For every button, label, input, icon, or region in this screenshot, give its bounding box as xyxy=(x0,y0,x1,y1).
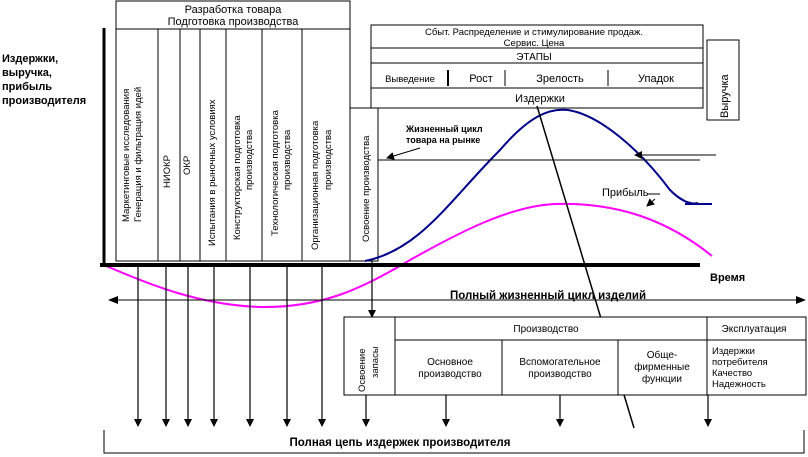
stage-maturity: Зрелость xyxy=(536,73,584,85)
corporate-functions-label-3: функции xyxy=(642,373,682,385)
main-production-label: Основное xyxy=(427,357,473,368)
corporate-functions-label: Обще- xyxy=(647,349,678,361)
left-axis-label: Издержки, выручка, прибыль производителя xyxy=(2,53,86,107)
exploitation-header: Эксплуатация xyxy=(722,324,787,335)
revenue-label: Выручка xyxy=(719,73,731,118)
column-design-prep: Конструкторская подготовка xyxy=(232,115,243,240)
full-cycle-label: Полный жизненный цикл изделий xyxy=(450,290,646,302)
development-subtitle: Подготовка производства xyxy=(168,16,300,28)
corporate-functions-label-2: фирменные xyxy=(634,361,690,373)
service-line: Сервис. Цена xyxy=(504,38,565,49)
development-box: Разработка товара Подготовка производств… xyxy=(115,0,351,262)
profit-label: Прибыль xyxy=(602,187,649,199)
main-production-label-2: производство xyxy=(418,369,482,380)
column-idea-generation: Генерация и фильтрация идей xyxy=(133,87,144,222)
aux-production-label: Вспомогательное xyxy=(519,357,601,368)
costs-label: Издержки xyxy=(515,93,565,105)
revenue-box: Выручка xyxy=(706,39,740,121)
column-okr: ОКР xyxy=(182,156,193,175)
mastering-box: Освоение производства xyxy=(349,107,379,262)
full-cost-chain-bracket xyxy=(103,430,805,454)
sales-line: Сбыт. Распределение и стимулирование про… xyxy=(425,27,643,38)
column-market-testing: Испытания в рыночных условиях xyxy=(207,99,218,246)
stages-title: ЭТАПЫ xyxy=(516,52,552,63)
production-header: Производство xyxy=(513,324,579,335)
time-label: Время xyxy=(710,272,745,284)
left-axis-label-line: прибыль xyxy=(2,81,52,93)
market-cycle-label: Жизненный цикл xyxy=(405,124,483,134)
reliability-label: Надежность xyxy=(712,379,766,390)
cost-arrows xyxy=(134,261,712,427)
consumer-costs-label: Издержки xyxy=(712,346,755,357)
column-rnd: НИОКР xyxy=(162,155,173,188)
mastering-stocks-label-2: запасы xyxy=(370,346,381,378)
mastering-stocks-label: Освоение xyxy=(357,349,368,392)
profit-curve xyxy=(103,202,713,309)
column-org-prep: Организационная подготовка xyxy=(310,120,321,250)
quality-label: Качество xyxy=(712,368,752,379)
column-design-prep-2: производства xyxy=(244,129,255,190)
full-cost-chain-label: Полная цепь издержек производителя xyxy=(290,437,511,449)
revenue-curve xyxy=(364,108,699,262)
column-tech-prep-2: производства xyxy=(282,129,293,190)
left-axis-label-line: выручка, xyxy=(2,67,52,79)
stage-decline: Упадок xyxy=(638,73,674,85)
stage-introduction: Выведение xyxy=(385,74,435,85)
column-market-research: Маркетинговые исследования xyxy=(121,89,132,222)
left-axis-label-line: Издержки, xyxy=(2,53,58,65)
bottom-table: Освоение запасы Производство Эксплуатаци… xyxy=(343,316,807,396)
development-title: Разработка товара xyxy=(185,4,283,16)
column-tech-prep: Технологическая подготовка xyxy=(270,109,281,236)
stages-box: Сбыт. Распределение и стимулирование про… xyxy=(370,24,704,109)
stage-growth: Рост xyxy=(469,73,493,85)
mastering-label: Освоение производства xyxy=(361,135,372,242)
aux-production-label-2: производство xyxy=(528,369,592,380)
consumer-costs-label-2: потребителя xyxy=(712,357,768,368)
column-org-prep-2: производства xyxy=(323,129,334,190)
market-cycle-label-2: товара на рынке xyxy=(406,135,480,145)
left-axis-label-line: производителя xyxy=(2,95,86,107)
